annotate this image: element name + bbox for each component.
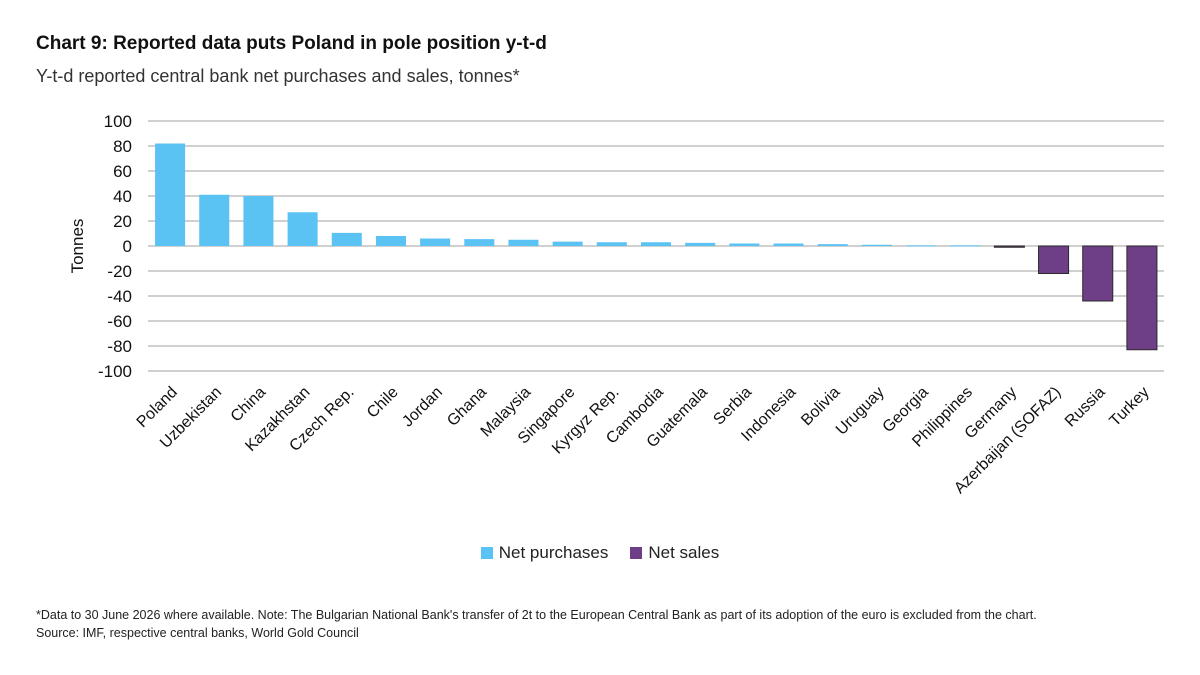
bar-net-purchases bbox=[552, 241, 583, 246]
y-tick-label: 60 bbox=[113, 162, 132, 181]
bar-net-purchases bbox=[375, 236, 406, 246]
y-tick-label: 100 bbox=[104, 112, 132, 131]
bar-net-sales bbox=[1082, 245, 1114, 302]
legend: Net purchases Net sales bbox=[0, 543, 1200, 563]
footnote-note: *Data to 30 June 2026 where available. N… bbox=[36, 608, 1037, 622]
bar-net-purchases bbox=[243, 196, 274, 246]
bar-net-purchases bbox=[464, 239, 495, 246]
bar-net-purchases bbox=[906, 245, 937, 247]
bar-net-purchases bbox=[640, 242, 672, 246]
x-tick-label: Turkey bbox=[1107, 384, 1153, 430]
y-tick-label: -60 bbox=[107, 312, 132, 331]
y-tick-label: -100 bbox=[98, 362, 132, 381]
bar-net-purchases bbox=[508, 239, 539, 246]
footnote-source: Source: IMF, respective central banks, W… bbox=[36, 626, 359, 640]
x-tick-label: China bbox=[228, 384, 270, 426]
bar-net-purchases bbox=[596, 242, 627, 246]
bar-net-purchases bbox=[155, 143, 186, 246]
y-tick-label: 80 bbox=[113, 137, 132, 156]
legend-swatch-purchases bbox=[480, 547, 493, 559]
y-tick-label: -80 bbox=[107, 337, 132, 356]
bar-net-purchases bbox=[773, 243, 804, 246]
bar-net-sales bbox=[1126, 245, 1158, 351]
bar-net-purchases bbox=[420, 238, 451, 246]
bar-net-purchases bbox=[861, 244, 892, 246]
legend-item-sales: Net sales bbox=[630, 543, 719, 563]
legend-label-sales: Net sales bbox=[648, 543, 720, 562]
bar-net-sales bbox=[1038, 245, 1070, 274]
bar-net-purchases bbox=[685, 242, 716, 246]
y-tick-label: 20 bbox=[113, 212, 132, 231]
bar-net-sales bbox=[993, 245, 1025, 248]
y-tick-label: 0 bbox=[123, 237, 132, 256]
legend-swatch-sales bbox=[630, 547, 643, 559]
x-tick-label: Chile bbox=[364, 384, 402, 422]
y-tick-label: 40 bbox=[113, 187, 132, 206]
y-tick-label: -40 bbox=[107, 287, 132, 306]
footnote: *Data to 30 June 2026 where available. N… bbox=[36, 606, 1037, 642]
legend-label-purchases: Net purchases bbox=[498, 543, 609, 562]
y-axis-title: Tonnes bbox=[68, 219, 87, 274]
bar-net-purchases bbox=[950, 245, 981, 247]
x-tick-label: Russia bbox=[1062, 384, 1109, 431]
bar-net-purchases bbox=[287, 212, 318, 246]
y-tick-label: -20 bbox=[107, 262, 132, 281]
bar-net-purchases bbox=[729, 243, 760, 246]
bar-net-purchases bbox=[331, 232, 362, 246]
legend-item-purchases: Net purchases bbox=[480, 543, 609, 563]
x-tick-label: Jordan bbox=[399, 384, 446, 431]
x-tick-label: Uruguay bbox=[833, 384, 888, 439]
bar-net-purchases bbox=[817, 244, 848, 246]
bar-chart: 100806040200-20-40-60-80-100TonnesPoland… bbox=[68, 112, 1164, 497]
bar-net-purchases bbox=[199, 194, 230, 246]
chart-title: Chart 9: Reported data puts Poland in po… bbox=[36, 33, 547, 54]
chart-subtitle: Y-t-d reported central bank net purchase… bbox=[36, 66, 520, 86]
